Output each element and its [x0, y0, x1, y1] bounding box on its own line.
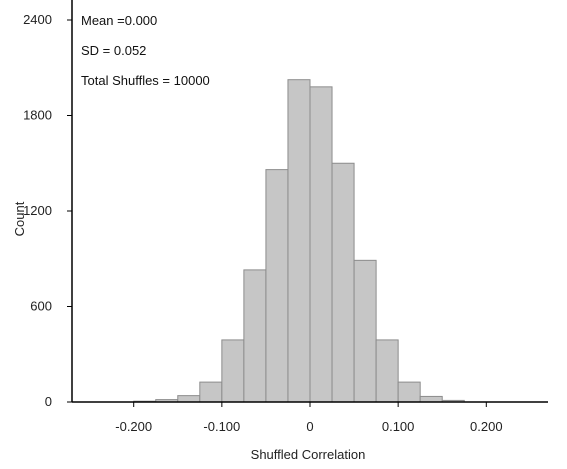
x-tick-label-3: 0.100	[382, 419, 415, 434]
histogram-bar-3	[199, 381, 223, 403]
histogram-bar-13	[419, 395, 443, 403]
bars-group	[133, 79, 465, 403]
histogram-bar-4	[221, 339, 245, 403]
x-tick-label-4: 0.200	[470, 419, 503, 434]
histogram-bar-7	[287, 79, 311, 403]
y-tick-label-4: 2400	[23, 12, 52, 27]
histogram-bar-5	[243, 269, 267, 403]
histogram-bar-6	[265, 169, 289, 403]
y-tick-label-0: 0	[45, 394, 52, 409]
x-tick-label-1: -0.100	[203, 419, 240, 434]
y-tick-label-1: 600	[30, 299, 52, 314]
x-ticks: -0.200 -0.100 0 0.100 0.200	[115, 402, 503, 434]
y-tick-label-2: 1200	[23, 203, 52, 218]
x-tick-label-2: 0	[306, 419, 313, 434]
histogram-bar-9	[331, 162, 355, 403]
y-tick-label-3: 1800	[23, 108, 52, 123]
total-shuffles-annotation: Total Shuffles = 10000	[81, 73, 210, 88]
mean-annotation: Mean =0.000	[81, 13, 157, 28]
x-axis-label: Shuffled Correlation	[251, 447, 366, 462]
y-axis-label: Count	[12, 201, 27, 236]
sd-annotation: SD = 0.052	[81, 43, 146, 58]
x-tick-label-0: -0.200	[115, 419, 152, 434]
histogram-bar-12	[397, 381, 421, 403]
histogram-bar-8	[309, 86, 333, 403]
histogram-bar-2	[177, 395, 201, 403]
histogram-bar-10	[353, 259, 377, 403]
y-ticks: 0 600 1200 1800 2400	[23, 12, 72, 409]
histogram-bar-11	[375, 339, 399, 403]
